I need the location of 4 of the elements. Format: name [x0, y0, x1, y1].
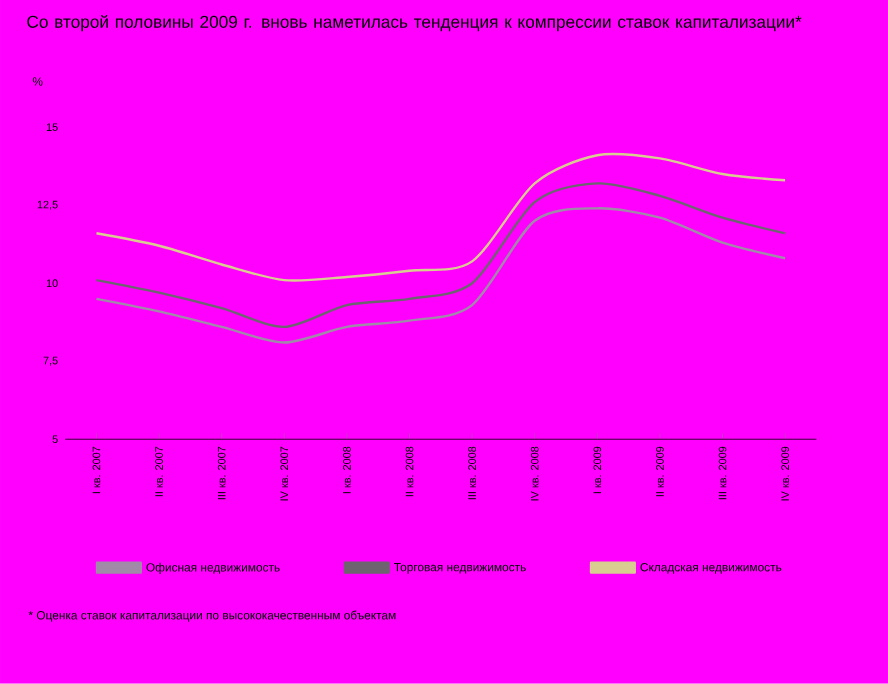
- line-series: [95, 152, 787, 282]
- line-series: [95, 207, 787, 344]
- chart-title: Со второй половины 2009 г. вновь наметилась тенденция к компрессии ставок капитализации*: [27, 15, 802, 32]
- line-series: [95, 182, 787, 329]
